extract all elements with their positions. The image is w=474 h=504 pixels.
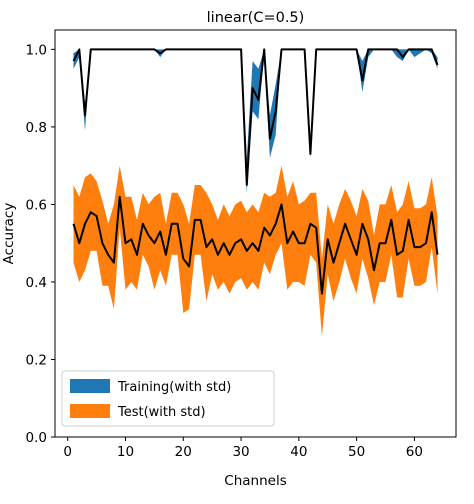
legend: Training(with std) Test(with std): [61, 370, 275, 427]
legend-box: [61, 370, 275, 427]
std-band-training: [73, 49, 438, 193]
y-axis-label: Accuracy: [1, 203, 17, 265]
x-tick-label: 10: [117, 444, 134, 460]
y-axis-ticks: 0.0 0.2 0.4 0.6 0.8 1.0: [26, 42, 55, 446]
y-tick-label: 0.6: [26, 197, 47, 213]
y-tick-label: 1.0: [26, 42, 47, 58]
y-tick-label: 0.2: [26, 352, 47, 368]
y-tick-label: 0.4: [26, 275, 47, 291]
legend-label-test: Test(with std): [117, 405, 206, 420]
legend-label-training: Training(with std): [117, 380, 231, 395]
mean-line-test: [72, 195, 439, 295]
x-tick-label: 50: [348, 444, 365, 460]
legend-swatch-training: [70, 379, 110, 393]
x-tick-label: 30: [232, 444, 249, 460]
std-bands: [73, 49, 438, 337]
mean-line-training: [72, 48, 439, 186]
x-axis-label: Channels: [224, 473, 286, 489]
x-tick-label: 40: [290, 444, 307, 460]
x-tick-label: 0: [63, 444, 72, 460]
y-tick-label: 0.8: [26, 120, 47, 136]
chart-title: linear(C=0.5): [207, 10, 305, 26]
mean-lines: [72, 48, 439, 295]
plot-frame: [54, 29, 457, 438]
legend-swatch-test: [70, 404, 110, 418]
x-axis-ticks: 0 10 20 30 40 50 60: [63, 437, 423, 460]
y-tick-label: 0.0: [26, 430, 47, 446]
std-band-test: [73, 165, 438, 337]
x-tick-label: 20: [175, 444, 192, 460]
x-tick-label: 60: [406, 444, 423, 460]
